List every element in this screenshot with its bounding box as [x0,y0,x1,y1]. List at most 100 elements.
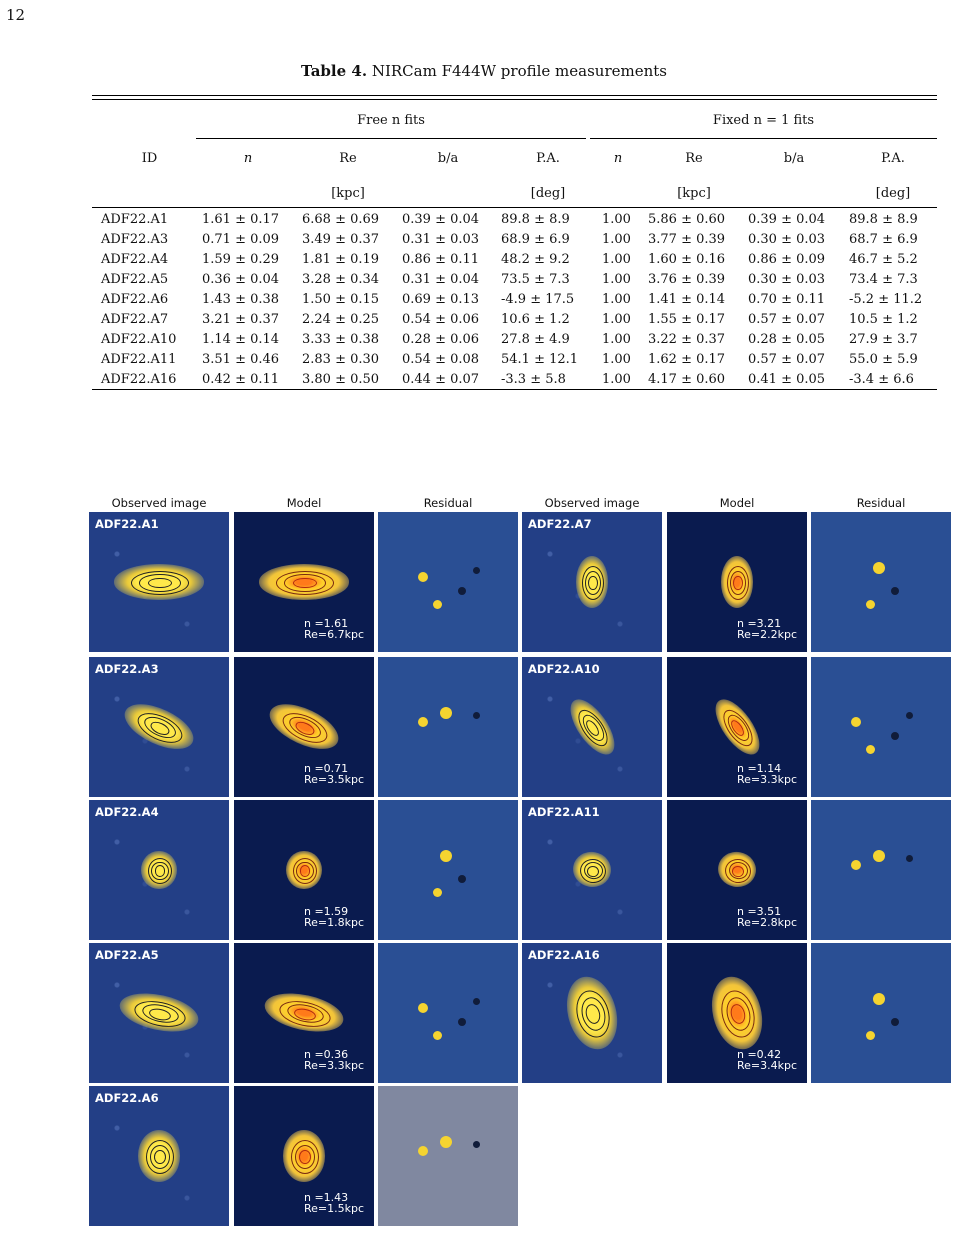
contour-line [146,1140,174,1174]
residual-blob [873,850,885,862]
observed-image-panel: ADF22.A6 [89,1086,229,1226]
table-cell: 68.7 ± 6.9 [849,232,918,247]
residual-blob [458,875,466,883]
residual-blob [418,1003,428,1013]
model-fit-parameters: n =1.43 Re=1.5kpc [304,1192,364,1214]
residual-blob [873,562,885,574]
sersic-index-label: n =1.14 [737,762,782,775]
model-fit-parameters: n =3.51 Re=2.8kpc [737,906,797,928]
effective-radius-label: Re=2.8kpc [737,916,798,929]
table-cell: -5.2 ± 11.2 [849,292,923,307]
contour-line [727,566,749,600]
contour-line [153,1149,167,1165]
table-cell: 3.21 ± 0.37 [202,312,280,327]
table-cell: 1.00 [602,272,631,287]
observed-image-panel: ADF22.A4 [89,800,229,940]
model-panel: n =0.42 Re=3.4kpc [667,943,807,1083]
table-cell: ADF22.A16 [101,372,177,387]
table-caption: Table 4. NIRCam F444W profile measuremen… [0,62,968,80]
table-row: ADF22.A7 3.21 ± 0.37 2.24 ± 0.25 0.54 ± 0.0… [92,312,937,332]
table-cell: 1.59 ± 0.29 [202,252,280,267]
table-cell: 89.8 ± 8.9 [501,212,570,227]
table-cell: 1.00 [602,292,631,307]
table-cell: 1.55 ± 0.17 [648,312,726,327]
table-cell: 4.17 ± 0.60 [648,372,726,387]
observed-image-panel: ADF22.A7 [522,512,662,652]
observed-image-panel: ADF22.A11 [522,800,662,940]
model-fit-parameters: n =0.42 Re=3.4kpc [737,1049,797,1071]
effective-radius-label: Re=3.5kpc [304,773,365,786]
table-cell: 0.42 ± 0.11 [202,372,280,387]
table-row: ADF22.A1 1.61 ± 0.17 6.68 ± 0.69 0.39 ± 0.0… [92,212,937,232]
model-panel: n =0.36 Re=3.3kpc [234,943,374,1083]
contour-line [276,571,334,595]
residual-blob [906,712,913,719]
galaxy-id-label: ADF22.A16 [528,948,600,962]
model-fit-parameters: n =3.21 Re=2.2kpc [737,618,797,640]
table-bottom-rule [92,389,937,390]
residual-blob [866,600,875,609]
residual-panel [811,943,951,1083]
table-cell: 0.71 ± 0.09 [202,232,280,247]
sersic-index-label: n =0.42 [737,1048,782,1061]
model-fit-parameters: n =0.71 Re=3.5kpc [304,763,364,785]
fixed-group-rule [590,138,937,139]
residual-blob [851,860,861,870]
table-top-rule-2 [92,99,937,100]
table-cell: 0.86 ± 0.11 [402,252,480,267]
table-cell: 0.70 ± 0.11 [748,292,826,307]
page-number: 12 [6,6,26,24]
table-row: ADF22.A16 0.42 ± 0.11 3.80 ± 0.50 0.44 ± 0.… [92,372,937,392]
table-cell: ADF22.A1 [101,212,169,227]
table-cell: ADF22.A10 [101,332,177,347]
table-cell: 0.54 ± 0.08 [402,352,480,367]
model-fit-parameters: n =1.61 Re=6.7kpc [304,618,364,640]
table-cell: -4.9 ± 17.5 [501,292,575,307]
sersic-index-label: n =0.36 [304,1048,349,1061]
unit-cell: [kpc] [677,186,711,201]
residual-panel [811,657,951,797]
contour-line [151,861,169,881]
galaxy-id-label: ADF22.A10 [528,662,600,676]
column-title: Residual [423,496,473,510]
table-caption-label: Table 4. [300,62,368,80]
table-cell: 1.60 ± 0.16 [648,252,726,267]
table-cell: 1.50 ± 0.15 [302,292,380,307]
galaxy-id-label: ADF22.A1 [95,517,159,531]
table-top-rule [92,95,937,96]
model-fit-parameters: n =1.14 Re=3.3kpc [737,763,797,785]
contour-line [293,858,317,884]
table-cell: 3.77 ± 0.39 [648,232,726,247]
table-cell: 0.41 ± 0.05 [748,372,826,387]
contour-line [730,570,746,596]
table-cell: 0.44 ± 0.07 [402,372,480,387]
model-panel: n =1.61 Re=6.7kpc [234,512,374,652]
table-row: ADF22.A10 1.14 ± 0.14 3.33 ± 0.38 0.28 ± 0.… [92,332,937,352]
table-cell: -3.3 ± 5.8 [501,372,566,387]
residual-blob [473,567,480,574]
table-caption-text: NIRCam F444W profile measurements [371,62,667,80]
contour-line [149,1144,171,1170]
table-cell: 1.00 [602,212,631,227]
table-cell: 1.43 ± 0.38 [202,292,280,307]
contour-line [298,1149,312,1165]
residual-blob [851,717,861,727]
residual-blob [440,707,452,719]
residual-panel [378,512,518,652]
effective-radius-label: Re=3.3kpc [737,773,798,786]
effective-radius-label: Re=2.2kpc [737,628,798,641]
model-panel: n =0.71 Re=3.5kpc [234,657,374,797]
table-cell: 46.7 ± 5.2 [849,252,918,267]
effective-radius-label: Re=3.3kpc [304,1059,365,1072]
table-cell: ADF22.A6 [101,292,169,307]
sersic-index-label: n =1.61 [304,617,349,630]
effective-radius-label: Re=6.7kpc [304,628,365,641]
table-cell: 1.00 [602,332,631,347]
residual-blob [891,587,899,595]
table-cell: 3.22 ± 0.37 [648,332,726,347]
residual-panel [378,800,518,940]
header-cell: n [243,151,253,166]
table-cell: 3.33 ± 0.38 [302,332,380,347]
table-cell: 0.54 ± 0.06 [402,312,480,327]
contour-line [292,577,318,589]
